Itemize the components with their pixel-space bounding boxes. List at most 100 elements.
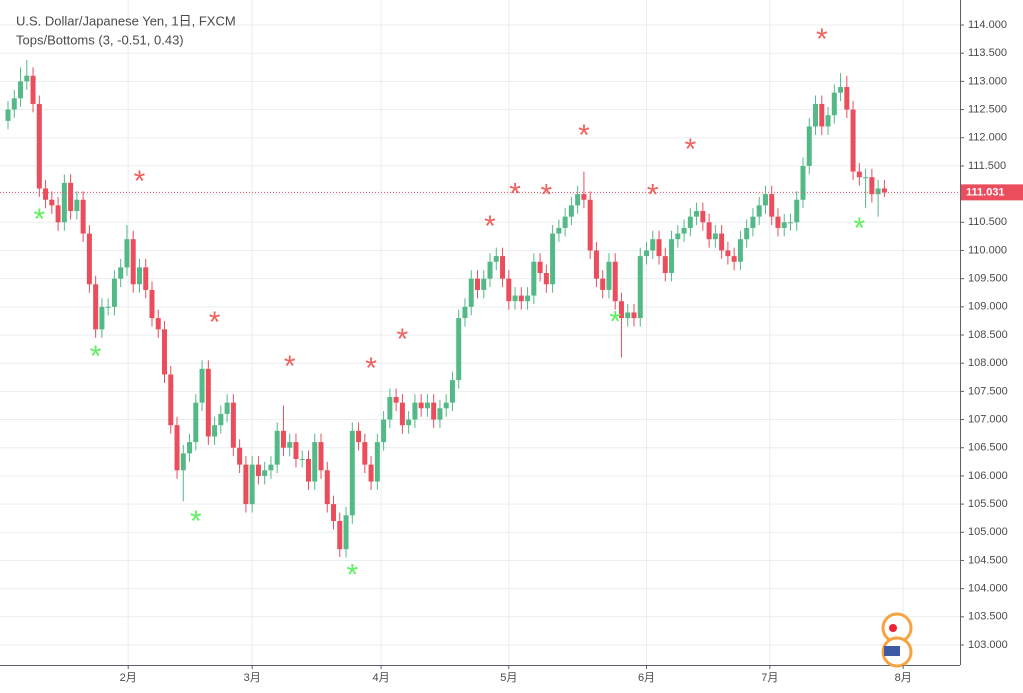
candle-body [725,250,731,257]
candle-body [581,194,587,200]
candle-body [762,194,768,206]
candle-body [374,442,380,482]
candle-body [600,278,606,290]
y-tick-label: 113.000 [968,75,1007,87]
candle-body [449,380,455,403]
candle-body [468,278,474,307]
candle-body [249,464,255,505]
grid [0,0,960,665]
y-tick-label: 109.000 [968,301,1008,313]
candle-body [813,103,819,127]
candle-body [105,306,111,308]
candle-body [625,312,631,319]
candle-body [650,239,656,251]
candle-body [487,261,493,279]
candle-body [750,216,756,228]
candle-body [575,194,581,206]
candle-body [212,425,218,437]
y-tick-label: 111.500 [968,160,1006,172]
candle-body [155,318,161,330]
candle-body [80,199,86,234]
candle-body [118,267,124,279]
y-tick-label: 107.000 [968,413,1008,425]
y-tick-label: 103.500 [968,611,1008,623]
candle-body [525,295,531,302]
candle-body [825,115,831,127]
bottom-marker: * [609,305,621,338]
candle-body [424,402,430,409]
top-marker: * [647,179,659,212]
bottom-marker: * [346,559,358,592]
candle-body [262,470,268,476]
candle-body [74,199,80,212]
candle-body [143,267,149,290]
candle-body [312,442,318,482]
y-tick-label: 106.000 [968,470,1008,482]
candle-body [49,199,55,206]
candle-body [875,188,881,195]
candle-body [406,419,412,426]
candle-body [850,109,856,172]
candle-body [381,419,387,443]
candle-body [124,239,130,268]
candle-body [568,205,574,217]
candle-body [606,261,612,290]
candle-body [506,278,512,302]
y-tick-label: 113.500 [968,47,1007,59]
y-tick-label: 105.500 [968,498,1008,510]
y-tick-label: 112.500 [968,103,1007,115]
price-label: 111.031 [966,186,1005,198]
flag-icon [881,612,913,668]
candle-body [174,425,180,471]
candle-body [199,368,205,403]
candle-body [631,312,637,319]
candle-body [819,103,825,127]
candle-body [712,233,718,240]
candle-body [149,289,155,319]
candle-body [43,188,49,200]
candle-body [111,278,117,307]
x-tick-label: 4月 [373,672,390,684]
candle-body [437,408,443,420]
candle-body [756,205,762,217]
candle-body [706,222,712,240]
candle-body [362,442,368,465]
x-tick-label: 5月 [500,672,517,684]
candle-body [349,430,355,516]
candle-body [462,306,468,319]
candle-body [162,329,168,375]
candle-body [68,182,74,212]
y-tick-label: 105.000 [968,526,1008,538]
candle-body [30,75,36,104]
candle-body [856,171,862,178]
y-tick-label: 112.000 [968,132,1007,144]
candle-body [769,194,775,217]
bottom-marker: * [90,340,102,373]
candle-body [93,284,99,330]
candle-body [443,402,449,409]
candle-body [787,222,793,224]
bottom-marker: * [853,212,865,245]
top-marker: * [578,119,590,152]
candle-body [337,520,343,550]
y-tick-label: 106.500 [968,442,1008,454]
candle-body [61,182,67,223]
candle-body [24,75,30,82]
candle-body [412,402,418,420]
candle-body [168,374,174,426]
candle-body [644,250,650,257]
candle-body [863,177,869,179]
candle-body [737,239,743,262]
candle-body [593,250,599,279]
candle-body [587,199,593,251]
candle-body [700,211,706,223]
candle-body [230,402,236,448]
top-marker: * [134,165,146,198]
candle-body [343,515,349,550]
x-tick-label: 6月 [638,672,655,684]
top-marker: * [397,323,409,356]
candle-body [268,464,274,471]
top-marker: * [284,350,296,383]
candle-body [393,397,399,403]
candle-body [481,278,487,290]
